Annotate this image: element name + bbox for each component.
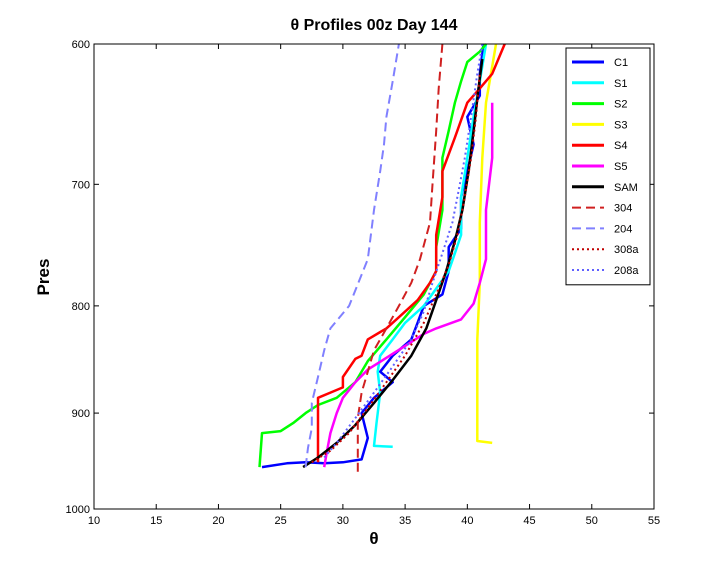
plot-frame	[93, 43, 655, 510]
series-line-s4	[316, 43, 506, 463]
y-tick-label: 1000	[66, 504, 90, 516]
series-line-204	[304, 43, 400, 468]
legend-label: S4	[614, 140, 627, 152]
legend-label: S2	[614, 99, 627, 111]
y-tick-label: 900	[72, 408, 90, 420]
chart-title: θ Profiles 00z Day 144	[291, 17, 458, 34]
x-tick-label: 20	[212, 515, 224, 527]
x-tick-label: 40	[461, 515, 473, 527]
legend-label: S1	[614, 78, 627, 90]
legend-label: 204	[614, 223, 632, 235]
x-tick-label: 10	[88, 515, 100, 527]
y-axis-label: Pres	[34, 259, 53, 296]
x-tick-label: 45	[523, 515, 535, 527]
x-tick-label: 35	[399, 515, 411, 527]
series-line-304	[356, 43, 444, 472]
y-tick-label: 600	[72, 39, 90, 51]
x-axis-label: θ	[369, 529, 378, 548]
y-tick-label: 700	[72, 179, 90, 191]
x-tick-label: 50	[586, 515, 598, 527]
series-line-208a	[323, 43, 484, 459]
y-axis: 600 700 800 900 1000	[66, 39, 654, 516]
series-line-s2	[258, 43, 487, 468]
x-tick-label: 25	[275, 515, 287, 527]
legend-label: 304	[614, 203, 632, 215]
legend-label: S5	[614, 161, 627, 173]
legend-label: SAM	[614, 182, 638, 194]
x-tick-label: 30	[337, 515, 349, 527]
legend-label: C1	[614, 57, 628, 69]
x-tick-label: 15	[150, 515, 162, 527]
legend-label: 308a	[614, 244, 639, 256]
series-line-308a	[311, 73, 481, 464]
legend: C1 S1 S2 S3 S4 S5 SAM 304 204 308a 208a	[565, 47, 651, 286]
legend-label: S3	[614, 119, 627, 131]
x-tick-label: 55	[648, 515, 660, 527]
series-line-s3	[476, 43, 498, 445]
legend-label: 208a	[614, 265, 639, 277]
y-tick-label: 800	[72, 301, 90, 313]
